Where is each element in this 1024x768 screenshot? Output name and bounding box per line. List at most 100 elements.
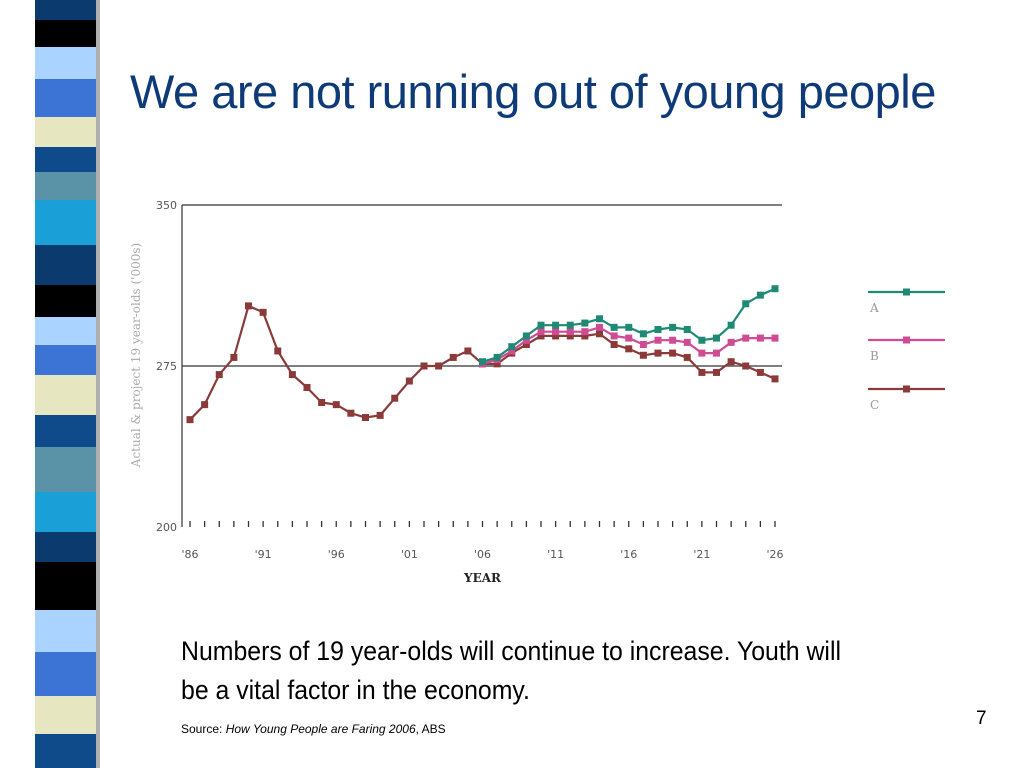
stripe-band [35,0,97,21]
legend-label-a: A [869,301,879,315]
series-a-point [508,343,516,351]
series-b-point [581,328,589,336]
series-c-point [581,332,589,340]
series-b-point [742,334,750,342]
stripe-band [35,375,97,416]
stripe-band [35,492,97,533]
legend-marker-b [903,336,910,344]
series-a-point [669,323,677,331]
series-b-point [713,349,720,357]
stripe-band [35,147,97,173]
x-tick-label: '96 [328,548,345,561]
page-number: 7 [976,708,987,729]
legend-marker-c [903,385,910,393]
stripe-band [35,696,97,735]
series-a-point [698,336,706,344]
series-c-point [654,349,662,357]
series-c-point [610,341,618,349]
series-c-point [537,332,545,340]
series-b-point [654,336,662,344]
series-c-point [245,302,252,310]
x-tick-label: '01 [401,548,418,561]
line-chart: 200 275 350 '86 '91 '96 '01 '06 '11 '16 '21 '26 YEAR… [129,199,945,585]
series-a-point [683,326,691,334]
series-c-point [683,353,691,361]
series-a-point [639,330,647,338]
stripe-band [35,117,97,148]
series-b-point [698,349,706,357]
series-c-point [362,414,369,422]
y-axis-label: Actual & project 19 year-olds ('000s) [129,243,143,468]
x-tick-label: '86 [181,548,198,561]
y-tick-label: 200 [156,521,177,534]
series-b-point [552,328,560,336]
stripe-band [35,415,97,448]
stripe-band [35,652,97,697]
x-tick-label: '26 [766,548,783,561]
series-c-point [186,416,194,424]
series-c-point [596,330,603,338]
stripe-band [35,447,97,493]
series-c-point [274,347,282,355]
legend-label-c: C [870,398,879,412]
stripe-band [35,734,97,768]
series-c-point [405,377,413,385]
stripe-band [35,20,97,48]
series-c-point [332,401,340,409]
x-tick-label: '06 [474,548,491,561]
series-b-point [771,334,779,342]
stripe-band [35,317,97,346]
stripe-band [35,172,97,201]
series-c-point [318,398,326,406]
x-axis-label: YEAR [463,571,502,585]
slide-title: We are not running out of young people [130,65,936,118]
series-a-point [727,321,735,329]
series-c-point [625,345,633,353]
y-tick-label: 350 [156,199,177,212]
series-c-point [435,362,443,370]
series-c-point [288,371,296,379]
series-c-point [376,411,384,419]
stripe-shadow [96,0,100,768]
series-b-point [610,332,618,340]
series-c-point [742,362,750,370]
slide-caption: Numbers of 19 year-olds will continue to… [181,636,841,705]
x-tick-label: '11 [547,548,564,561]
series-c-point [698,368,706,376]
series-a-point [625,323,633,331]
series-a-point [566,321,574,329]
series-c-point [215,371,223,379]
stripe-band [35,532,97,563]
series-a-point [552,321,560,329]
series-c-point [566,332,574,340]
series-b-point [756,334,764,342]
x-tick-label: '21 [693,548,710,561]
legend-label-b: B [870,349,879,363]
series-b-point [639,341,647,349]
series-b-point [669,336,677,344]
series-c-point [391,394,399,402]
stripe-band [35,47,97,80]
series-b-point [522,336,530,344]
series-b-point [727,338,735,346]
series-b-point [537,328,545,336]
series-c-point [303,383,311,391]
series-a-point [654,326,662,334]
series-a-point [596,315,603,323]
series-c-point [420,362,428,370]
series-c-point [639,351,647,359]
source-suffix: , ABS [415,722,446,736]
series-c-point [201,401,209,409]
decorative-stripe [35,0,100,768]
y-tick-label: 275 [156,360,177,373]
stripe-band [35,285,97,318]
series-c-point [669,349,677,357]
series-b-point [596,323,603,331]
source-prefix: Source: [181,722,226,736]
stripe-band [35,200,97,246]
series-a-point [742,300,750,308]
series-c-point [727,358,735,366]
source-citation: Source: How Young People are Faring 2006… [181,722,446,736]
series-b-point [625,334,633,342]
stripe-band [35,562,97,611]
